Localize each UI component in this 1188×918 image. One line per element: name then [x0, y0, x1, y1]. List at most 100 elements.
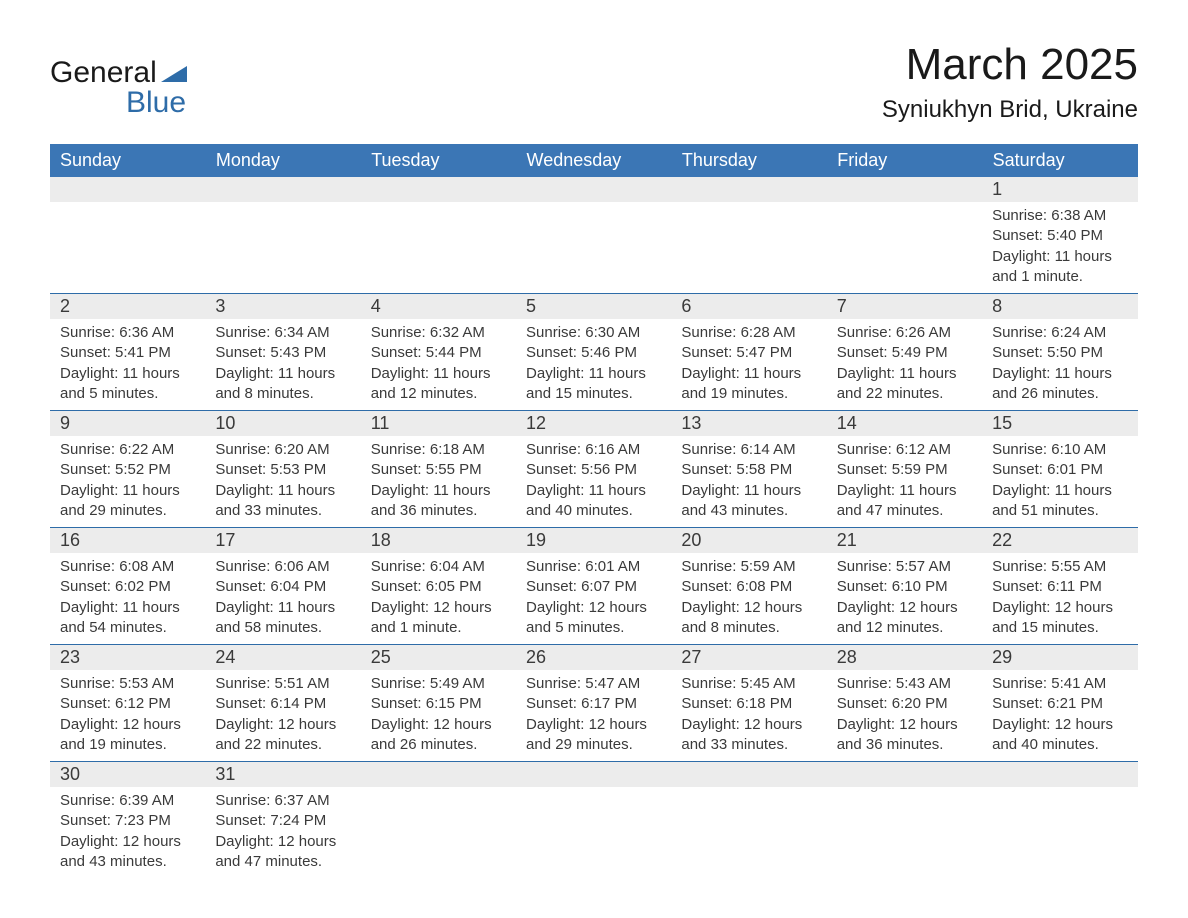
sunset-value: 6:12 PM — [115, 695, 171, 712]
sunset-value: 5:44 PM — [426, 344, 482, 361]
sunset-label: Sunset: — [992, 461, 1047, 478]
sunset-label: Sunset: — [60, 461, 115, 478]
day-number-cell — [205, 177, 360, 202]
daylight-line: Daylight: 11 hours and 19 minutes. — [681, 364, 816, 405]
day-content-cell: Sunrise: 6:06 AMSunset: 6:04 PMDaylight:… — [205, 553, 360, 645]
day-number-cell: 22 — [982, 528, 1137, 554]
day-number-cell: 25 — [361, 645, 516, 671]
day-content-cell — [361, 202, 516, 294]
day-content-cell: Sunrise: 6:24 AMSunset: 5:50 PMDaylight:… — [982, 319, 1137, 411]
daylight-line: Daylight: 12 hours and 5 minutes. — [526, 598, 661, 639]
sunrise-line: Sunrise: 6:06 AM — [215, 557, 350, 577]
daylight-label: Daylight: — [215, 716, 278, 733]
sunrise-label: Sunrise: — [837, 675, 896, 692]
sunset-line: Sunset: 6:07 PM — [526, 577, 661, 597]
header-row: General Blue March 2025 Syniukhyn Brid, … — [50, 40, 1138, 124]
sunrise-value: 5:45 AM — [741, 675, 796, 692]
sunset-label: Sunset: — [215, 461, 270, 478]
daylight-label: Daylight: — [526, 482, 589, 499]
sunrise-line: Sunrise: 6:04 AM — [371, 557, 506, 577]
sunset-label: Sunset: — [992, 344, 1047, 361]
sunrise-line: Sunrise: 6:32 AM — [371, 323, 506, 343]
sunset-line: Sunset: 6:12 PM — [60, 694, 195, 714]
sunrise-value: 6:06 AM — [275, 558, 330, 575]
sunrise-label: Sunrise: — [215, 324, 274, 341]
day-number-cell: 18 — [361, 528, 516, 554]
day-content-cell: Sunrise: 5:49 AMSunset: 6:15 PMDaylight:… — [361, 670, 516, 762]
day-header: Thursday — [671, 144, 826, 177]
day-number: 26 — [526, 647, 546, 667]
sunrise-value: 5:55 AM — [1051, 558, 1106, 575]
day-number: 1 — [992, 179, 1002, 199]
sunset-value: 5:40 PM — [1047, 227, 1103, 244]
day-content-cell: Sunrise: 6:18 AMSunset: 5:55 PMDaylight:… — [361, 436, 516, 528]
day-header-row: SundayMondayTuesdayWednesdayThursdayFrid… — [50, 144, 1138, 177]
daylight-label: Daylight: — [992, 599, 1055, 616]
day-number-cell — [516, 762, 671, 788]
day-number: 13 — [681, 413, 701, 433]
sunrise-label: Sunrise: — [526, 441, 585, 458]
sunrise-value: 5:51 AM — [275, 675, 330, 692]
day-number: 25 — [371, 647, 391, 667]
day-number-cell: 23 — [50, 645, 205, 671]
sunrise-label: Sunrise: — [681, 675, 740, 692]
day-header: Monday — [205, 144, 360, 177]
sunset-value: 6:08 PM — [736, 578, 792, 595]
sunrise-line: Sunrise: 6:39 AM — [60, 791, 195, 811]
sunrise-label: Sunrise: — [60, 441, 119, 458]
sunset-label: Sunset: — [837, 344, 892, 361]
daylight-label: Daylight: — [526, 365, 589, 382]
daylight-label: Daylight: — [837, 482, 900, 499]
day-number: 9 — [60, 413, 70, 433]
day-number-cell — [827, 177, 982, 202]
day-content-cell — [982, 787, 1137, 878]
day-number-cell — [361, 177, 516, 202]
day-number-cell: 7 — [827, 294, 982, 320]
sunset-label: Sunset: — [992, 227, 1047, 244]
day-number: 12 — [526, 413, 546, 433]
sunset-line: Sunset: 6:01 PM — [992, 460, 1127, 480]
sunset-value: 7:24 PM — [270, 812, 326, 829]
logo-text: General Blue — [50, 58, 187, 118]
sunset-label: Sunset: — [681, 695, 736, 712]
daylight-label: Daylight: — [215, 482, 278, 499]
day-number-cell: 28 — [827, 645, 982, 671]
day-header: Tuesday — [361, 144, 516, 177]
daylight-label: Daylight: — [681, 482, 744, 499]
sunset-value: 5:47 PM — [736, 344, 792, 361]
daylight-line: Daylight: 11 hours and 58 minutes. — [215, 598, 350, 639]
content-row: Sunrise: 6:39 AMSunset: 7:23 PMDaylight:… — [50, 787, 1138, 878]
day-number: 27 — [681, 647, 701, 667]
daylight-line: Daylight: 11 hours and 36 minutes. — [371, 481, 506, 522]
day-number: 16 — [60, 530, 80, 550]
sunrise-line: Sunrise: 6:26 AM — [837, 323, 972, 343]
sunset-value: 5:56 PM — [581, 461, 637, 478]
sunrise-line: Sunrise: 6:34 AM — [215, 323, 350, 343]
daylight-label: Daylight: — [837, 716, 900, 733]
daylight-label: Daylight: — [60, 599, 123, 616]
day-content-cell: Sunrise: 6:38 AMSunset: 5:40 PMDaylight:… — [982, 202, 1137, 294]
sunset-label: Sunset: — [60, 344, 115, 361]
sunrise-value: 5:49 AM — [430, 675, 485, 692]
day-content-cell: Sunrise: 6:30 AMSunset: 5:46 PMDaylight:… — [516, 319, 671, 411]
sunrise-label: Sunrise: — [60, 324, 119, 341]
sunrise-label: Sunrise: — [60, 558, 119, 575]
day-number: 31 — [215, 764, 235, 784]
sunset-line: Sunset: 7:23 PM — [60, 811, 195, 831]
daylight-line: Daylight: 12 hours and 15 minutes. — [992, 598, 1127, 639]
day-content-cell: Sunrise: 5:55 AMSunset: 6:11 PMDaylight:… — [982, 553, 1137, 645]
day-number-cell — [827, 762, 982, 788]
sunset-label: Sunset: — [837, 695, 892, 712]
sunrise-value: 5:41 AM — [1051, 675, 1106, 692]
day-number: 21 — [837, 530, 857, 550]
sunrise-line: Sunrise: 6:22 AM — [60, 440, 195, 460]
sunset-label: Sunset: — [526, 461, 581, 478]
sunset-label: Sunset: — [992, 695, 1047, 712]
daynum-row: 1 — [50, 177, 1138, 202]
sunset-line: Sunset: 5:50 PM — [992, 343, 1127, 363]
day-header: Sunday — [50, 144, 205, 177]
day-number-cell: 4 — [361, 294, 516, 320]
day-number-cell — [361, 762, 516, 788]
daylight-label: Daylight: — [681, 716, 744, 733]
daylight-line: Daylight: 11 hours and 5 minutes. — [60, 364, 195, 405]
